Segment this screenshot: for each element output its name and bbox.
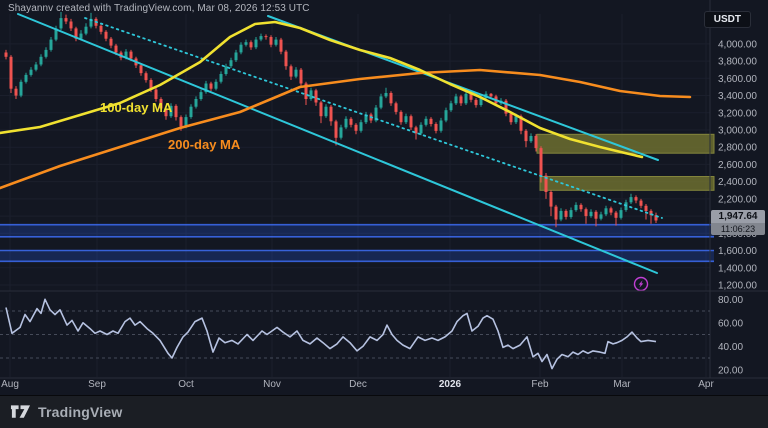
trendline-channel-mid[interactable] [84,17,663,219]
trendline-channel-bottom[interactable] [17,13,658,274]
ma100-label: 100-day MA [100,100,173,115]
footer-bar: TradingView [0,395,768,428]
time-axis-label: Aug [1,379,19,390]
ma200-label: 200-day MA [168,137,241,152]
price-axis-label: 1,200.00 [718,280,757,291]
ma200-line [0,68,692,190]
price-axis-label: 2,200.00 [718,194,757,205]
tradingview-logo-text[interactable]: TradingView [38,404,123,420]
price-axis-label: 3,400.00 [718,91,757,102]
time-axis-label: Feb [531,379,549,390]
price-axis-label: 3,000.00 [718,125,757,136]
ma100-line [0,20,644,159]
attribution-text: Shayannv created with TradingView.com, M… [8,3,310,14]
time-axis-label: Nov [263,379,281,390]
rsi-axis-label: 20.00 [718,365,743,376]
price-axis-label: 1,600.00 [718,246,757,257]
resistance-zone-lower [539,176,715,191]
price-axis-label: 4,000.00 [718,39,757,50]
last-price-value: 1,947.64 [711,210,765,223]
time-axis-label: Oct [178,379,194,390]
price-axis-label: 3,200.00 [718,108,757,119]
time-axis-label: Apr [698,379,714,390]
support-band-lower [0,250,714,262]
price-axis-label: 1,400.00 [718,263,757,274]
time-axis-label: Dec [349,379,367,390]
price-axis-label: 2,400.00 [718,177,757,188]
rsi-axis-label: 40.00 [718,342,743,353]
price-axis-label: 2,600.00 [718,160,757,171]
price-axis-label: 3,600.00 [718,74,757,85]
symbol-badge[interactable]: USDT [703,11,751,28]
price-axis-label: 3,800.00 [718,57,757,68]
time-axis-label: Sep [88,379,106,390]
time-axis-label: 2026 [439,379,462,390]
last-price-tag: 1,947.64 11:06:23 [711,210,765,235]
support-band-upper [0,224,714,237]
rsi-line [5,298,657,370]
tradingview-logo-icon[interactable] [10,403,31,421]
rsi-axis-label: 80.00 [718,295,743,306]
rsi-axis-label: 60.00 [718,318,743,329]
time-axis-label: Mar [613,379,631,390]
candle-countdown: 11:06:23 [711,223,765,235]
price-axis-label: 2,800.00 [718,143,757,154]
lightning-glyph [638,280,644,288]
